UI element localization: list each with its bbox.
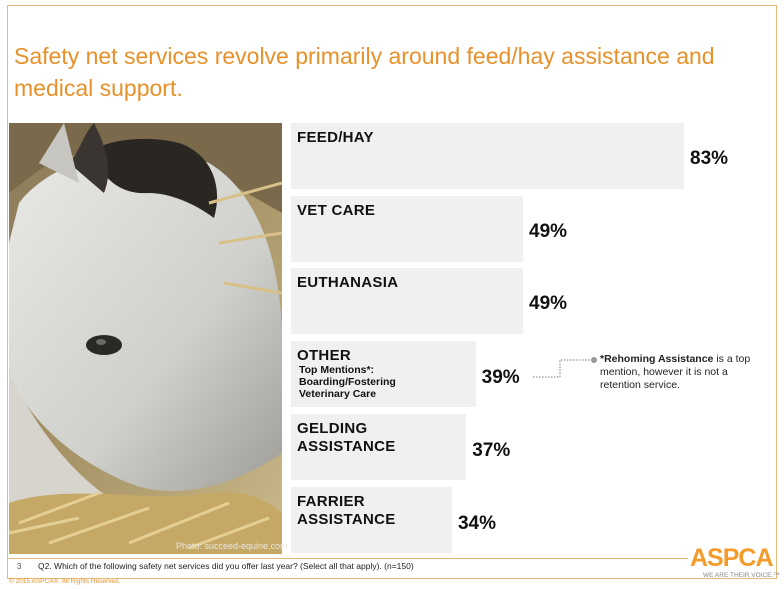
bar-label-gelding-assistance: ASSISTANCE (297, 438, 396, 455)
page-number: 3 (17, 562, 22, 571)
bar-label-other: OTHER (297, 347, 351, 364)
survey-question: Q2. Which of the following safety net se… (38, 561, 414, 571)
value-label-gelding-assistance: 37% (472, 440, 511, 461)
bar-label-feed-hay: FEED/HAY (297, 129, 374, 146)
rehoming-note-bold: *Rehoming Assistance (600, 353, 714, 365)
value-label-farrier-assistance: 34% (457, 513, 497, 534)
bar-euthanasia (291, 268, 523, 334)
value-label-vet-care: 49% (529, 221, 568, 242)
bar-other (291, 341, 476, 407)
bar-label-vet-care: VET CARE (297, 202, 376, 219)
aspca-logo: ASPCA (690, 544, 774, 572)
slide-title: Safety net services revolve primarily ar… (14, 43, 715, 101)
value-label-other: 39% (481, 367, 520, 388)
bar-label-gelding-assistance: GELDING (297, 420, 368, 437)
bar-sublabel-other: Top Mentions*: (299, 364, 375, 376)
bar-farrier-assistance (291, 487, 452, 553)
slide-frame (7, 5, 777, 579)
bar-label-farrier-assistance: ASSISTANCE (297, 511, 396, 528)
bar-label-euthanasia: EUTHANASIA (297, 274, 399, 291)
bar-label-farrier-assistance: FARRIER (297, 493, 365, 510)
bar-gelding-assistance (291, 414, 467, 480)
copyright: © 2015 ASPCA®. All Rights Reserved. (9, 578, 121, 585)
logo-tagline: WE ARE THEIR VOICE.™ (703, 572, 780, 579)
footer-divider (8, 558, 688, 559)
bar-sublabel-other: Boarding/Fostering (299, 376, 396, 388)
photo-credit: Photo: succeed-equine.com (176, 541, 288, 551)
rehoming-note: *Rehoming Assistance is a top mention, h… (600, 353, 760, 392)
value-label-feed-hay: 83% (690, 148, 729, 169)
value-label-euthanasia: 49% (529, 293, 568, 314)
bar-feed-hay (291, 123, 684, 189)
bar-sublabel-other: Veterinary Care (299, 388, 377, 400)
rehoming-note-text: is a top mention, however it is not a re… (600, 353, 751, 391)
horse-photo (9, 123, 282, 554)
bar-vet-care (291, 196, 523, 262)
